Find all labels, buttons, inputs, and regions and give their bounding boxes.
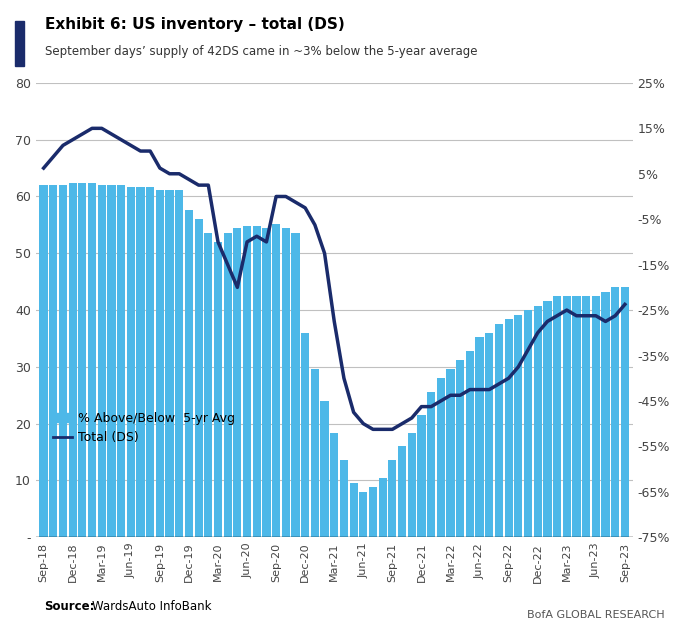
Bar [495,324,503,537]
Bar [621,287,629,537]
Bar [68,183,77,537]
Bar [272,224,280,537]
Bar [49,185,58,537]
Bar [282,228,290,537]
Bar [223,233,232,537]
Bar [117,185,125,537]
Bar [40,185,48,537]
Bar [78,183,86,537]
Bar [369,487,377,537]
Bar [601,292,610,537]
Bar [88,183,96,537]
Bar [543,301,551,537]
Bar [301,333,310,537]
Bar [155,190,164,537]
Bar [175,190,184,537]
Bar [146,187,154,537]
Bar [417,415,425,537]
Bar [408,433,416,537]
Bar [437,378,445,537]
Bar [573,296,581,537]
Bar [398,447,406,537]
Bar [349,482,358,537]
Bar [127,187,135,537]
Bar [379,478,387,537]
Text: September days’ supply of 42DS came in ~3% below the 5-year average: September days’ supply of 42DS came in ~… [45,45,477,58]
Bar [291,233,299,537]
Bar [214,242,222,537]
Bar [262,228,271,537]
Bar [98,185,106,537]
Text: BofA GLOBAL RESEARCH: BofA GLOBAL RESEARCH [527,610,664,620]
Bar [59,185,67,537]
Text: WardsAuto InfoBank: WardsAuto InfoBank [92,600,212,613]
Bar [592,296,600,537]
Bar [456,360,464,537]
Bar [447,369,455,537]
Bar [234,228,242,537]
Bar [253,226,261,537]
Legend: % Above/Below  5-yr Avg, Total (DS): % Above/Below 5-yr Avg, Total (DS) [48,407,240,449]
Bar [204,233,212,537]
Bar [388,460,397,537]
Bar [243,226,251,537]
Bar [466,351,474,537]
Bar [166,190,174,537]
Bar [485,333,493,537]
Bar [340,460,348,537]
Bar [475,337,484,537]
Bar [524,310,532,537]
Bar [185,210,193,537]
Bar [321,401,329,537]
Bar [330,433,338,537]
Bar [311,369,319,537]
Bar [562,296,571,537]
Bar [108,185,116,537]
Bar [136,187,145,537]
Text: Exhibit 6: US inventory – total (DS): Exhibit 6: US inventory – total (DS) [45,17,345,32]
Bar [514,314,523,537]
Bar [505,319,513,537]
Bar [553,296,561,537]
Bar [359,492,367,537]
Bar [534,306,542,537]
Bar [195,219,203,537]
Bar [427,392,435,537]
Bar [611,287,619,537]
Bar [582,296,590,537]
Text: Source:: Source: [45,600,95,613]
